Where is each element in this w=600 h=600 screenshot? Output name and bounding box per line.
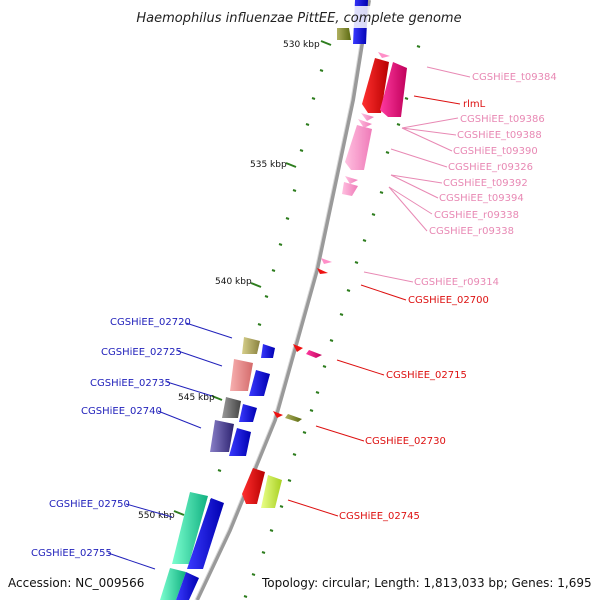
label-t09388: CGSHiEE_t09388	[457, 130, 542, 141]
gene-02750	[172, 492, 224, 569]
gc-mark	[329, 339, 334, 342]
right-labels: CGSHiEE_t09384 rlmL CGSHiEE_t09386 CGSHi…	[339, 72, 557, 522]
gene-02715	[293, 344, 322, 358]
label-02730: CGSHiEE_02730	[365, 436, 446, 447]
gc-mark	[279, 505, 284, 508]
gc-mark	[354, 261, 359, 264]
gene-02720	[242, 337, 275, 358]
label-r09326: CGSHiEE_r09326	[448, 162, 533, 173]
gc-mark	[299, 149, 304, 152]
gc-mark	[319, 69, 324, 72]
gene-trna-2	[358, 119, 372, 128]
gc-mark	[261, 551, 266, 554]
gc-mark	[362, 239, 367, 242]
label-02725: CGSHiEE_02725	[101, 347, 182, 358]
gc-mark	[396, 123, 401, 126]
gene-red-1	[362, 58, 389, 113]
tick-label-545: 545 kbp	[178, 393, 215, 403]
gene-r09314	[321, 258, 332, 264]
label-02755: CGSHiEE_02755	[31, 548, 112, 559]
gc-mark	[371, 213, 376, 216]
tick-540: 540 kbp	[215, 277, 262, 288]
tick-label-535: 535 kbp	[250, 160, 287, 170]
gene-02740	[210, 420, 251, 456]
gc-mark	[287, 479, 292, 482]
label-t09394: CGSHiEE_t09394	[439, 193, 524, 204]
gc-mark	[278, 243, 283, 246]
gc-mark	[292, 189, 297, 192]
topology-text: Topology: circular; Length: 1,813,033 bp…	[261, 576, 592, 590]
tick-545: 545 kbp	[178, 393, 223, 403]
gc-mark	[416, 45, 421, 48]
label-t09390: CGSHiEE_t09390	[453, 146, 538, 157]
tick-label-550: 550 kbp	[138, 511, 175, 521]
scale-ticks: 530 kbp 535 kbp 540 kbp 545 kbp 550 kbp	[138, 40, 332, 521]
gene-t09384	[378, 52, 390, 58]
label-t09392: CGSHiEE_t09392	[443, 178, 528, 189]
gene-trna-3	[345, 176, 358, 184]
gc-mark	[243, 595, 248, 598]
tick-535: 535 kbp	[250, 160, 297, 170]
gc-mark	[339, 313, 344, 316]
gene-rlmL	[380, 62, 407, 117]
gene-02745	[242, 468, 282, 508]
gene-02730	[273, 411, 302, 422]
gene-02725	[230, 359, 270, 396]
tick-530: 530 kbp	[283, 40, 332, 50]
label-02740: CGSHiEE_02740	[81, 406, 162, 417]
label-02720: CGSHiEE_02720	[110, 317, 191, 328]
gene-trna-1	[361, 113, 374, 121]
label-02700: CGSHiEE_02700	[408, 295, 489, 306]
gene-top-olive	[337, 28, 351, 40]
gc-mark	[271, 269, 276, 272]
label-t09386: CGSHiEE_t09386	[460, 114, 545, 125]
right-leaders	[287, 66, 471, 517]
label-02735: CGSHiEE_02735	[90, 378, 171, 389]
gene-r09326	[345, 125, 372, 170]
gc-mark	[379, 191, 384, 194]
tick-label-540: 540 kbp	[215, 277, 252, 287]
gc-mark	[302, 431, 307, 434]
gc-mark	[264, 295, 269, 298]
gc-mark	[285, 217, 290, 220]
gc-mark	[217, 469, 222, 472]
tick-label-530: 530 kbp	[283, 40, 320, 50]
gene-02700	[317, 268, 328, 274]
left-leaders	[107, 322, 233, 570]
gc-mark	[346, 289, 351, 292]
gc-mark	[385, 151, 390, 154]
label-t09384: CGSHiEE_t09384	[472, 72, 557, 83]
label-rlmL: rlmL	[463, 99, 486, 110]
gc-mark	[322, 365, 327, 368]
gene-02755	[160, 568, 199, 600]
label-r09338-b: CGSHiEE_r09338	[429, 226, 514, 237]
gc-mark	[309, 409, 314, 412]
tick-550: 550 kbp	[138, 510, 185, 521]
gc-mark	[269, 529, 274, 532]
gc-mark	[292, 453, 297, 456]
map-title: Haemophilus influenzae PittEE, complete …	[136, 11, 461, 26]
genome-backbone	[195, 0, 371, 600]
gc-mark	[315, 391, 320, 394]
gene-r09338	[342, 182, 358, 196]
label-r09314: CGSHiEE_r09314	[414, 277, 499, 288]
label-02750: CGSHiEE_02750	[49, 499, 130, 510]
label-r09338-a: CGSHiEE_r09338	[434, 210, 519, 221]
gc-mark	[251, 573, 256, 576]
accession-text: Accession: NC_009566	[8, 576, 144, 590]
label-02715: CGSHiEE_02715	[386, 370, 467, 381]
gc-mark	[257, 323, 262, 326]
gc-mark	[305, 123, 310, 126]
gc-mark	[311, 97, 316, 100]
left-labels: CGSHiEE_02720 CGSHiEE_02725 CGSHiEE_0273…	[31, 317, 191, 559]
label-02745: CGSHiEE_02745	[339, 511, 420, 522]
gc-mark	[404, 97, 409, 100]
gene-02735	[222, 397, 257, 422]
